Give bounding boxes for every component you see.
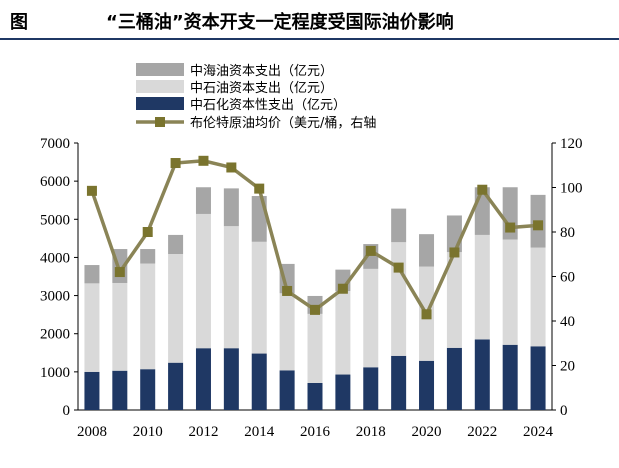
bar-petrochina [140, 263, 156, 370]
bar-sinopec [168, 362, 184, 410]
bar-petrochina [279, 293, 295, 371]
bar-cnooc [419, 234, 435, 267]
brent-point [170, 158, 181, 169]
bar-sinopec [474, 339, 490, 410]
y-right-tick-label: 0 [560, 403, 568, 419]
figure-label: 图 [10, 12, 28, 33]
bar-cnooc [140, 249, 156, 264]
bar-sinopec [446, 347, 462, 410]
legend: 中海油资本支出（亿元） 中石油资本支出（亿元） 中石化资本性支出（亿元） 布伦特原油均… [136, 63, 376, 131]
brent-point [310, 304, 320, 315]
bar-sinopec [251, 353, 267, 410]
bar-petrochina [223, 226, 239, 349]
bar-sinopec [335, 374, 351, 410]
brent-point [337, 283, 348, 294]
y-left-tick-label: 1000 [40, 365, 70, 381]
x-tick-label: 2008 [77, 424, 107, 440]
bar-cnooc [195, 187, 211, 214]
y-left-tick-label: 3000 [40, 289, 70, 305]
bar-petrochina [168, 253, 184, 363]
title-rule [0, 38, 619, 40]
bar-cnooc [446, 215, 462, 253]
figure-header: 图 “三桶油”资本开支一定程度受国际油价影响 [0, 0, 619, 40]
bar-sinopec [84, 371, 100, 410]
bar-cnooc [391, 208, 407, 243]
chart-title: “三桶油”资本开支一定程度受国际油价影响 [106, 12, 454, 33]
bar-petrochina [530, 247, 546, 347]
bar-petrochina [502, 239, 518, 345]
bar-petrochina [251, 241, 267, 354]
x-tick-label: 2016 [300, 424, 331, 440]
bar-petrochina [474, 234, 490, 340]
bar-petrochina [84, 283, 100, 372]
legend-item-petrochina-label: 中石油资本支出（亿元） [190, 81, 333, 96]
y-left-tick-label: 5000 [40, 212, 70, 228]
brent-point [86, 185, 97, 196]
brent-point [449, 247, 460, 258]
y-left-tick-label: 0 [63, 403, 71, 419]
bar-sinopec [140, 369, 156, 410]
brent-point [393, 262, 404, 273]
brent-line [90, 159, 539, 319]
y-right-tick-label: 80 [560, 225, 575, 241]
legend-item-cnooc-label: 中海油资本支出（亿元） [190, 64, 333, 79]
brent-point [198, 155, 209, 166]
y-left-tick-label: 7000 [40, 136, 70, 152]
bar-petrochina [195, 213, 211, 349]
legend-item-brent-label: 布伦特原油均价（美元/桶，右轴 [190, 116, 376, 131]
bar-petrochina [307, 313, 323, 383]
bar-sinopec [363, 367, 379, 410]
brent-point [226, 162, 237, 173]
brent-point [505, 222, 516, 233]
legend-item-petrochina-swatch [136, 80, 184, 93]
brent-point [477, 184, 488, 195]
brent-point [533, 220, 544, 231]
y-right-tick-label: 20 [560, 359, 575, 375]
bar-sinopec [391, 355, 407, 410]
bar-sinopec [195, 348, 211, 410]
bar-sinopec [223, 348, 239, 410]
bar-sinopec [502, 344, 518, 410]
brent-point [421, 309, 432, 320]
bar-sinopec [112, 370, 128, 410]
bar-cnooc [168, 234, 184, 254]
bar-sinopec [307, 382, 323, 410]
x-tick-label: 2020 [412, 424, 442, 440]
brent-point [282, 285, 293, 296]
bar-sinopec [530, 346, 546, 410]
y-left-tick-label: 6000 [40, 174, 70, 190]
y-right-tick-label: 60 [560, 270, 575, 286]
bar-petrochina [391, 242, 407, 356]
legend-item-brent-marker [155, 117, 165, 127]
legend-item-cnooc-swatch [136, 63, 184, 76]
bar-petrochina [112, 282, 128, 371]
x-tick-label: 2014 [244, 424, 275, 440]
bar-cnooc [84, 265, 100, 284]
x-tick-label: 2018 [356, 424, 386, 440]
x-tick-label: 2012 [188, 424, 218, 440]
brent-point [114, 267, 125, 278]
legend-item-sinopec-label: 中石化资本性支出（亿元） [190, 98, 346, 113]
y-right-tick-label: 40 [560, 314, 575, 330]
y-left-tick-label: 4000 [40, 250, 70, 266]
brent-point [142, 227, 153, 237]
brent-point [365, 245, 376, 256]
bar-petrochina [335, 290, 351, 375]
x-tick-label: 2024 [523, 424, 554, 440]
y-left-tick-label: 2000 [40, 327, 70, 343]
y-right-tick-label: 120 [560, 136, 583, 152]
bar-sinopec [419, 360, 435, 410]
bar-cnooc [223, 188, 239, 227]
x-tick-label: 2022 [467, 424, 497, 440]
y-right-tick-label: 100 [560, 181, 583, 197]
brent-point [254, 183, 265, 194]
bar-petrochina [446, 252, 462, 348]
bar-sinopec [279, 370, 295, 410]
legend-item-sinopec-swatch [136, 97, 184, 110]
bar-petrochina [363, 268, 379, 368]
x-tick-label: 2010 [133, 424, 163, 440]
